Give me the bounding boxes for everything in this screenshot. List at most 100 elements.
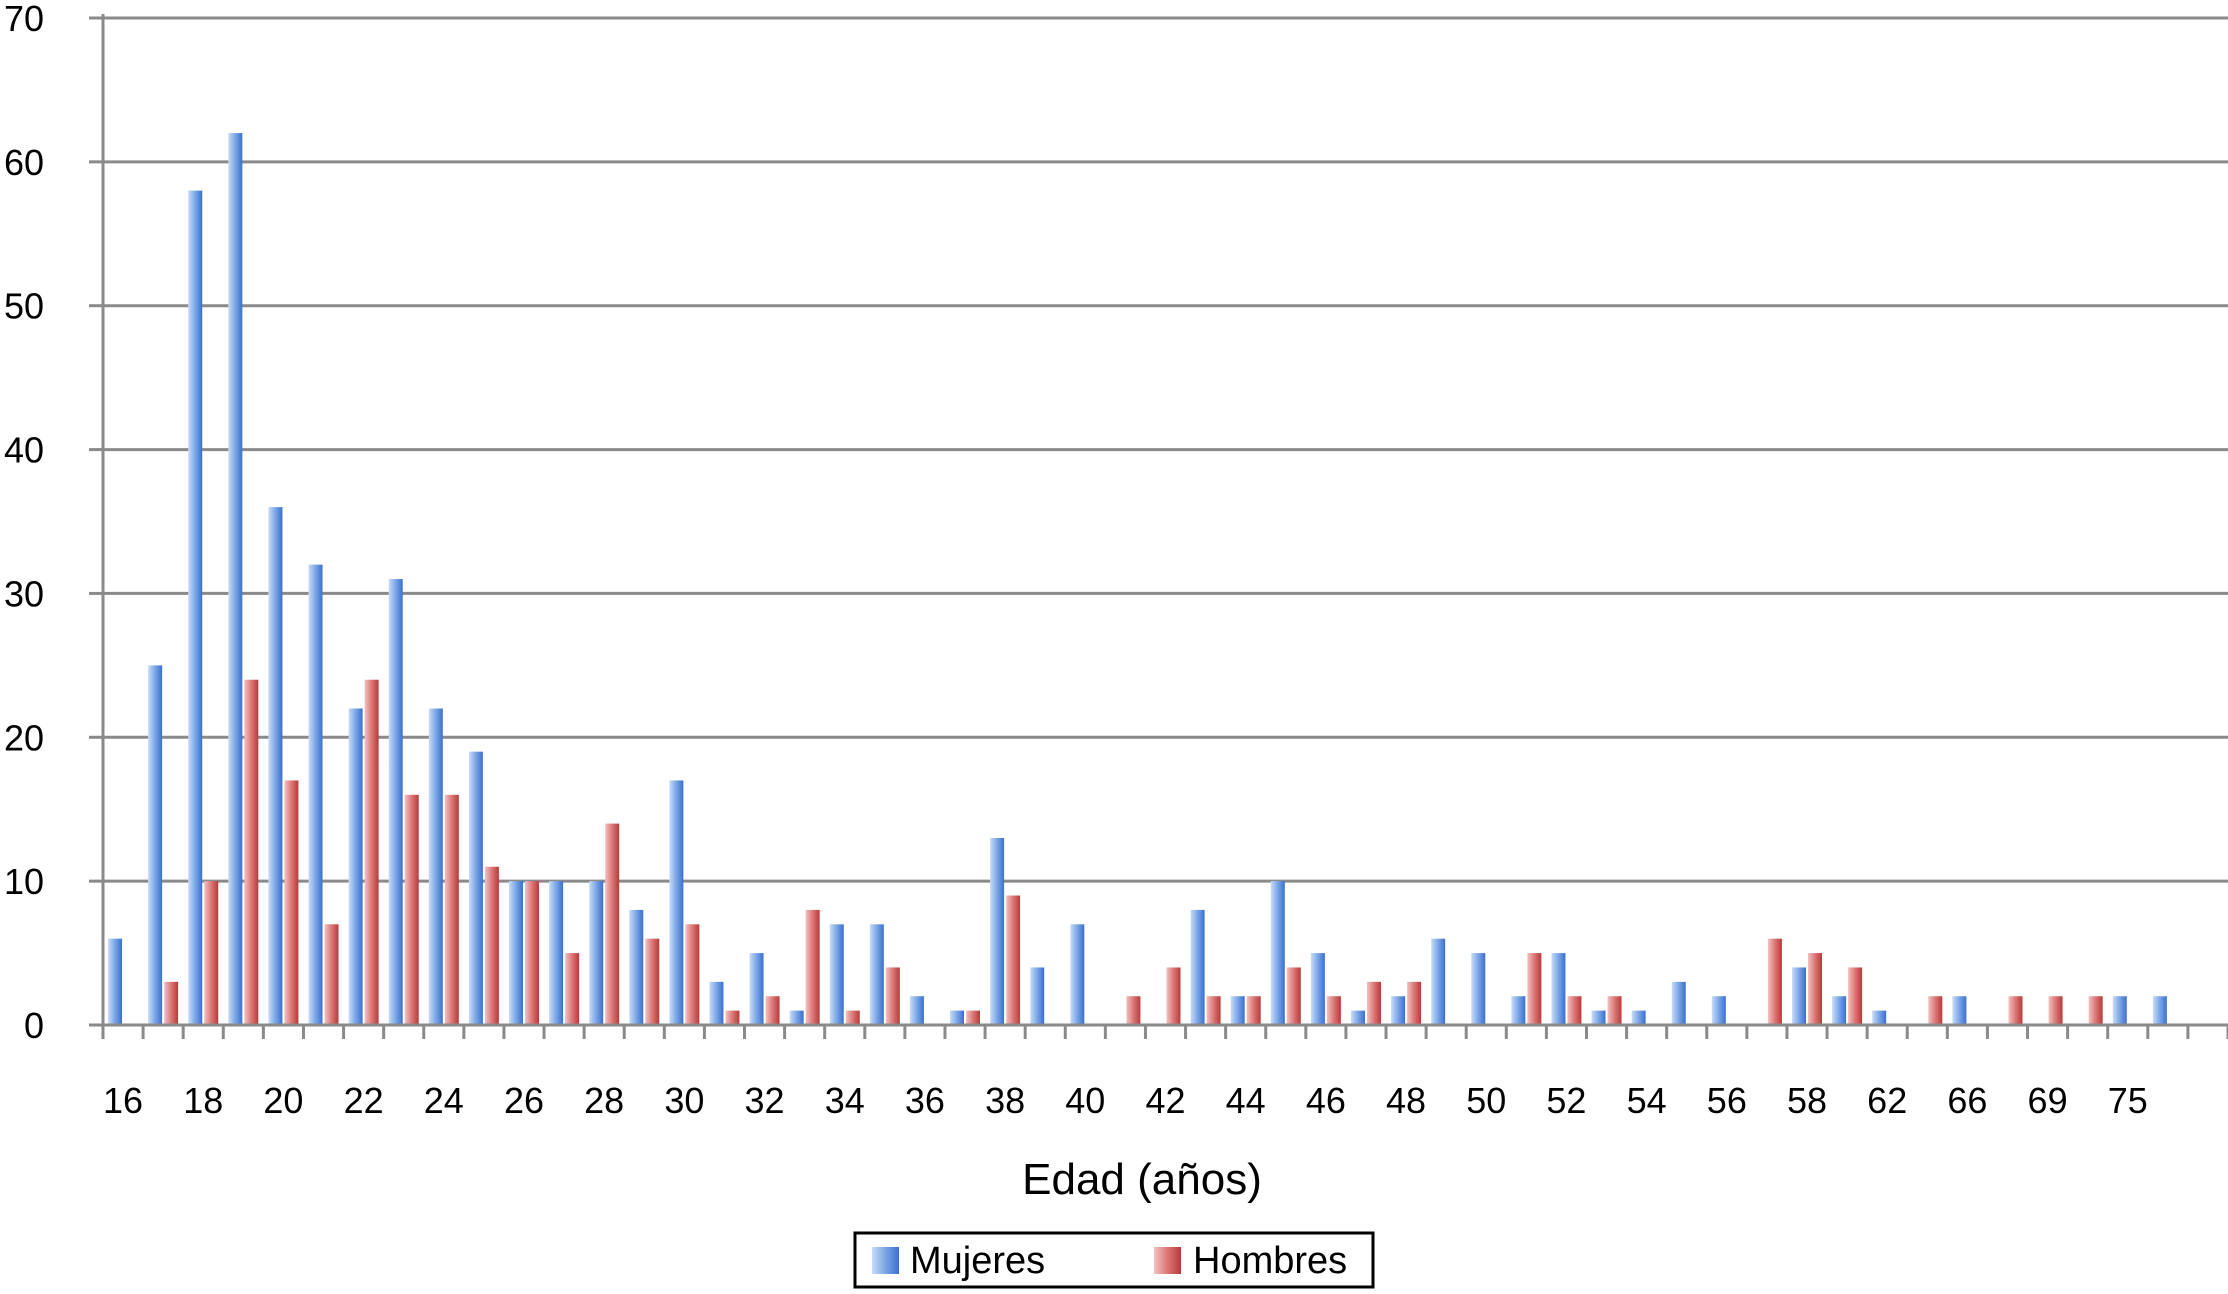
- x-tick-label: 20: [263, 1080, 303, 1121]
- x-tick-label: 26: [504, 1080, 544, 1121]
- bar-mujeres-23: [388, 579, 403, 1025]
- x-tick-label: 54: [1627, 1080, 1667, 1121]
- x-tick-label: 48: [1386, 1080, 1426, 1121]
- bar-mujeres-17: [148, 665, 163, 1025]
- y-tick-label: 60: [4, 142, 44, 183]
- bar-mujeres-43: [1190, 909, 1205, 1025]
- bar-hombres-30: [685, 924, 700, 1025]
- bar-mujeres-33: [789, 1010, 804, 1025]
- bar-hombres-41: [1126, 996, 1141, 1025]
- bar-hombres-58: [1808, 953, 1823, 1025]
- bar-hombres-66: [2008, 996, 2023, 1025]
- bar-mujeres-50: [1471, 953, 1486, 1025]
- y-tick-label: 10: [4, 861, 44, 902]
- bar-hombres-29: [645, 938, 660, 1025]
- bar-mujeres-34: [829, 924, 844, 1025]
- legend: Mujeres Hombres: [853, 1231, 1375, 1289]
- bar-mujeres-53: [1591, 1010, 1606, 1025]
- y-tick-label: 0: [24, 1005, 44, 1046]
- x-tick-label: 18: [183, 1080, 223, 1121]
- bar-mujeres-20: [268, 507, 283, 1026]
- x-tick-label: 46: [1306, 1080, 1346, 1121]
- x-tick-label: 30: [664, 1080, 704, 1121]
- bar-mujeres-27: [549, 881, 564, 1025]
- bar-hombres-57: [1767, 938, 1782, 1025]
- bar-mujeres-55: [1671, 981, 1686, 1025]
- bar-hombres-62: [1928, 996, 1943, 1025]
- bar-hombres-32: [765, 996, 780, 1025]
- legend-box: [853, 1231, 1375, 1289]
- bar-hombres-24: [444, 794, 459, 1025]
- x-tick-label: 34: [825, 1080, 865, 1121]
- bar-mujeres-29: [629, 909, 644, 1025]
- bar-mujeres-54: [1631, 1010, 1646, 1025]
- bar-hombres-43: [1206, 996, 1221, 1025]
- x-tick-label: 24: [424, 1080, 464, 1121]
- bar-hombres-31: [725, 1010, 740, 1025]
- bar-mujeres-51: [1511, 996, 1526, 1025]
- bar-hombres-33: [805, 909, 820, 1025]
- x-tick-label: 36: [905, 1080, 945, 1121]
- bar-mujeres-59: [1832, 996, 1847, 1025]
- bar-mujeres-21: [308, 564, 323, 1025]
- bar-hombres-19: [244, 679, 259, 1025]
- bar-hombres-53: [1607, 996, 1622, 1025]
- bar-mujeres-32: [749, 953, 764, 1025]
- x-tick-label: 58: [1787, 1080, 1827, 1121]
- bar-mujeres-30: [669, 780, 684, 1025]
- bar-hombres-47: [1366, 981, 1381, 1025]
- x-tick-label: 32: [745, 1080, 785, 1121]
- bar-mujeres-31: [709, 981, 724, 1025]
- x-axis-title: Edad (años): [1022, 1155, 1262, 1204]
- bar-mujeres-19: [228, 133, 243, 1026]
- bar-hombres-22: [364, 679, 379, 1025]
- bar-mujeres-28: [589, 881, 604, 1025]
- bar-mujeres-47: [1350, 1010, 1365, 1025]
- bar-mujeres-25: [468, 751, 483, 1025]
- bar-hombres-23: [404, 794, 419, 1025]
- bar-hombres-26: [524, 881, 539, 1025]
- bar-hombres-38: [1006, 895, 1021, 1025]
- y-tick-label: 30: [4, 573, 44, 614]
- x-tick-label: 69: [2028, 1080, 2068, 1121]
- bar-mujeres-40: [1070, 924, 1085, 1025]
- x-tick-label: 56: [1707, 1080, 1747, 1121]
- bar-mujeres-70: [2112, 996, 2127, 1025]
- bar-mujeres-61: [1872, 1010, 1887, 1025]
- y-tick-label: 40: [4, 430, 44, 471]
- bar-hombres-42: [1166, 967, 1181, 1025]
- y-tick-label: 20: [4, 717, 44, 758]
- bar-hombres-20: [284, 780, 299, 1025]
- bar-mujeres-24: [428, 708, 443, 1025]
- bar-mujeres-16: [108, 938, 123, 1025]
- bar-mujeres-37: [950, 1010, 965, 1025]
- bars: [108, 133, 2167, 1026]
- bar-hombres-35: [885, 967, 900, 1025]
- x-tick-label: 16: [103, 1080, 143, 1121]
- bar-hombres-34: [845, 1010, 860, 1025]
- x-tick-label: 52: [1546, 1080, 1586, 1121]
- bar-hombres-45: [1286, 967, 1301, 1025]
- bar-hombres-27: [565, 953, 580, 1025]
- x-tick-label: 38: [985, 1080, 1025, 1121]
- x-tick-label: 75: [2108, 1080, 2148, 1121]
- bar-hombres-17: [164, 981, 179, 1025]
- bar-hombres-18: [204, 881, 219, 1025]
- y-tick-label: 70: [4, 0, 44, 39]
- bar-mujeres-22: [348, 708, 363, 1025]
- bar-hombres-52: [1567, 996, 1582, 1025]
- bar-mujeres-72: [2152, 996, 2167, 1025]
- legend-swatch-mujeres: [872, 1247, 899, 1274]
- bar-mujeres-39: [1030, 967, 1045, 1025]
- bar-mujeres-26: [508, 881, 523, 1025]
- bar-hombres-28: [605, 823, 620, 1025]
- bar-hombres-59: [1848, 967, 1863, 1025]
- bar-mujeres-52: [1551, 953, 1566, 1025]
- bar-mujeres-45: [1270, 881, 1285, 1025]
- x-tick-labels: 16 18 20 22 24 26 28 30 32 34 36 38 40 42 44 46 48 50 52 54…: [103, 1080, 2148, 1121]
- y-tick-label: 50: [4, 286, 44, 327]
- bar-mujeres-36: [909, 996, 924, 1025]
- bar-mujeres-64: [1952, 996, 1967, 1025]
